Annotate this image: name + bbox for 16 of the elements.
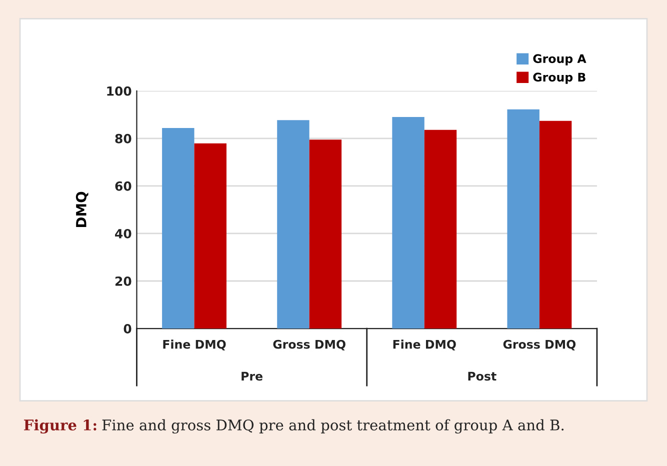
x-tick-label: Gross DMQ [503, 340, 576, 350]
y-tick-label: 100 [107, 86, 132, 96]
y-tick-label: 80 [115, 134, 132, 144]
legend-label: Group B [533, 72, 586, 84]
y-tick-label: 20 [115, 276, 132, 286]
y-tick-label: 0 [124, 324, 132, 334]
text: Post [468, 372, 496, 381]
text: Pre [242, 372, 262, 381]
legend-label: Group A [533, 54, 586, 66]
caption: Figure 1: Fine and gross DMQ pre and post treatment of group A and B. [24, 419, 564, 434]
x-tick-label: Gross DMQ [273, 340, 346, 350]
x-tick-label: Fine DMQ [393, 340, 456, 350]
x-tick-label: Fine DMQ [163, 340, 226, 350]
y-tick-label: 60 [115, 181, 132, 191]
y-axis-title: DMQ [76, 192, 88, 228]
y-tick-label: 40 [115, 228, 132, 238]
